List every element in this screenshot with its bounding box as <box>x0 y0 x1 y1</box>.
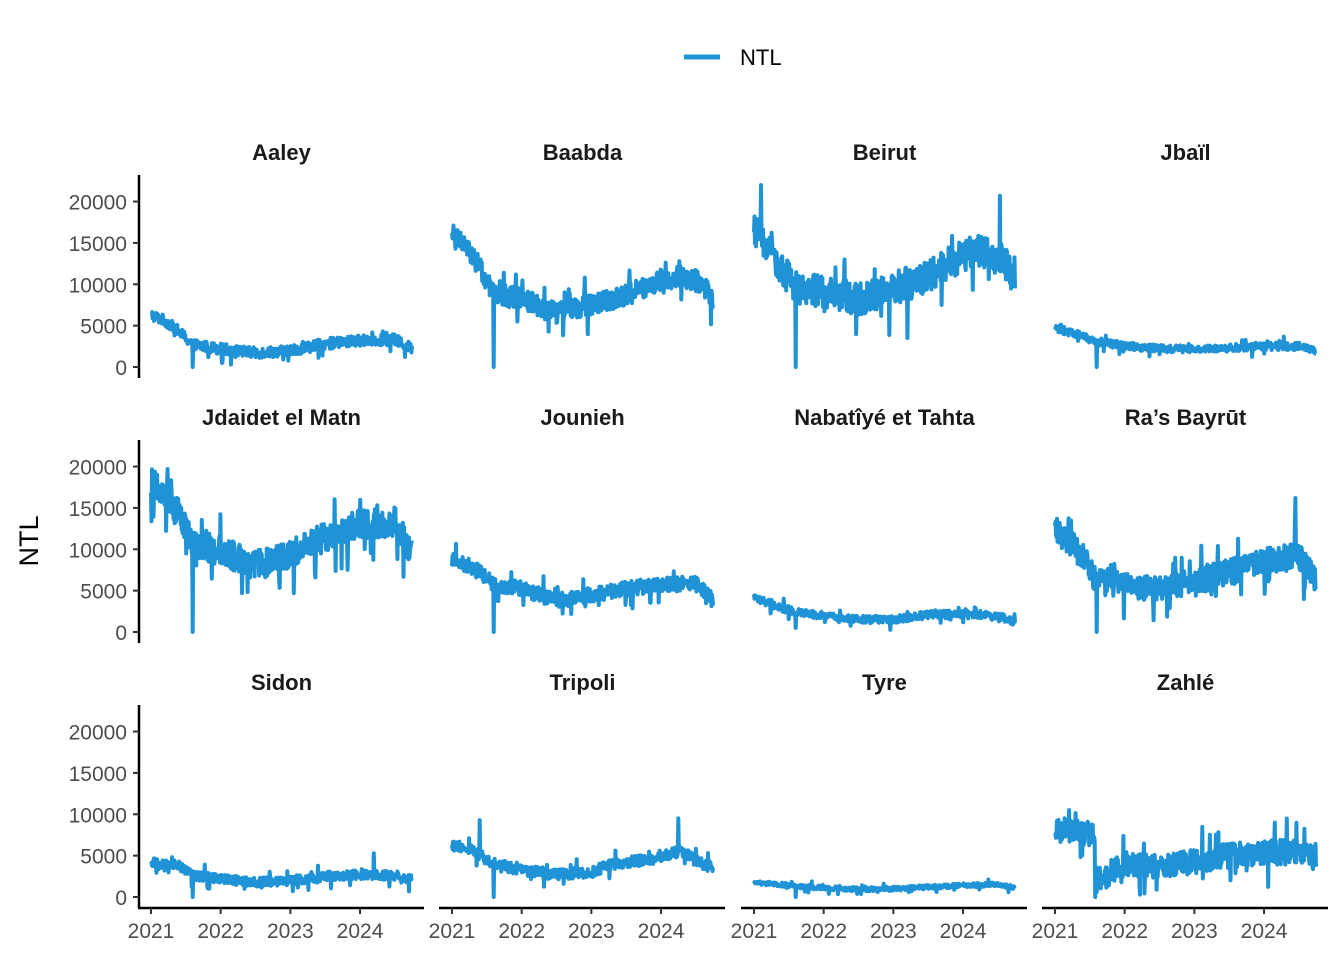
x-tick-label: 2024 <box>638 920 685 943</box>
series-line <box>1053 496 1318 634</box>
x-tick-label: 2021 <box>128 920 175 943</box>
y-tick-label: 0 <box>115 622 127 645</box>
x-tick-label: 2023 <box>568 920 615 943</box>
facet-title: Tyre <box>862 670 907 695</box>
legend-label-ntl: NTL <box>740 45 782 70</box>
x-tick-label: 2022 <box>800 920 847 943</box>
facet-title: Aaley <box>252 140 311 165</box>
x-tick-label: 2022 <box>197 920 244 943</box>
y-axis-title: NTL <box>14 515 44 566</box>
facet-title: Jdaidet el Matn <box>202 405 361 430</box>
y-tick-label: 20000 <box>69 722 127 745</box>
x-tick-label: 2021 <box>1032 920 1079 943</box>
x-tick-label: 2023 <box>1171 920 1218 943</box>
x-tick-label: 2023 <box>267 920 314 943</box>
x-tick-label: 2022 <box>1101 920 1148 943</box>
facet-panel: Tyre 2021 2022 2023 2024 <box>731 670 1027 943</box>
x-tick-label: 2021 <box>731 920 778 943</box>
series-line <box>149 310 414 369</box>
x-tick-label: 2024 <box>1241 920 1288 943</box>
facet-panel: Tripoli 2021 2022 2023 2024 <box>429 670 725 943</box>
facet-panel: Ra’s Bayrūt <box>1053 405 1318 634</box>
series-line <box>149 467 414 634</box>
facet-panel: Nabatîyé et Tahta <box>752 405 1017 632</box>
facet-title: Beirut <box>853 140 917 165</box>
facet-title: Tripoli <box>550 670 616 695</box>
series-line <box>1053 322 1318 369</box>
series-line <box>752 877 1017 899</box>
facet-panel: Beirut <box>752 140 1017 369</box>
x-tick-label: 2023 <box>870 920 917 943</box>
facet-title: Zahlé <box>1157 670 1214 695</box>
series-line <box>149 851 414 899</box>
y-tick-label: 10000 <box>69 274 127 297</box>
facet-title: Jbaïl <box>1160 140 1210 165</box>
series-line <box>450 541 715 634</box>
y-tick-label: 5000 <box>80 581 127 604</box>
y-tick-label: 20000 <box>69 457 127 480</box>
facet-panel: Jdaidet el Matn 0 5000 10000 15000 20000 <box>69 405 414 645</box>
y-tick-label: 15000 <box>69 763 127 786</box>
series-line <box>450 816 715 899</box>
y-tick-label: 0 <box>115 887 127 910</box>
legend: NTL <box>684 45 782 70</box>
y-tick-label: 5000 <box>80 316 127 339</box>
facet-panel: Jounieh <box>450 405 715 634</box>
facet-title: Sidon <box>251 670 312 695</box>
facet-title: Ra’s Bayrūt <box>1125 405 1247 430</box>
facet-panel: Sidon 0 5000 10000 15000 20000 2021 2022 2023 202… <box>69 670 424 943</box>
facet-panel: Zahlé 2021 2022 2023 2024 <box>1032 670 1328 943</box>
x-tick-label: 2024 <box>940 920 987 943</box>
series-line <box>1053 808 1318 899</box>
series-line <box>752 183 1017 369</box>
y-tick-label: 15000 <box>69 498 127 521</box>
y-tick-label: 10000 <box>69 804 127 827</box>
facet-title: Baabda <box>543 140 623 165</box>
series-line <box>752 593 1017 632</box>
y-tick-label: 15000 <box>69 233 127 256</box>
facet-title: Jounieh <box>540 405 624 430</box>
y-tick-label: 20000 <box>69 192 127 215</box>
facet-title: Nabatîyé et Tahta <box>794 405 975 430</box>
facet-panel: Aaley 0 5000 10000 15000 20000 <box>69 140 414 380</box>
y-tick-label: 5000 <box>80 846 127 869</box>
series-line <box>450 223 715 369</box>
facet-panel: Baabda <box>450 140 715 369</box>
x-tick-label: 2021 <box>429 920 476 943</box>
facet-panels: Aaley 0 5000 10000 15000 20000 Baabda Beirut Jba… <box>69 140 1328 943</box>
x-tick-label: 2022 <box>498 920 545 943</box>
x-tick-label: 2024 <box>337 920 384 943</box>
y-tick-label: 0 <box>115 357 127 380</box>
facet-panel: Jbaïl <box>1053 140 1318 369</box>
y-tick-label: 10000 <box>69 539 127 562</box>
